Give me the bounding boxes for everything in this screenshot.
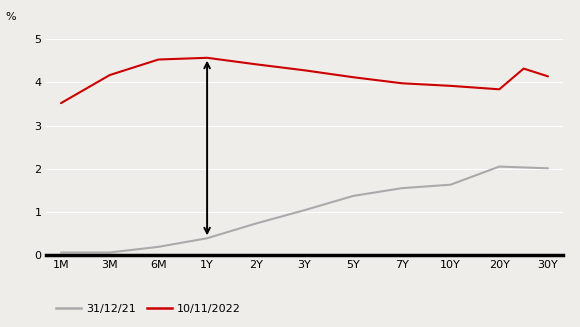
Legend: 31/12/21, 10/11/2022: 31/12/21, 10/11/2022	[52, 300, 245, 318]
Text: %: %	[5, 12, 16, 22]
